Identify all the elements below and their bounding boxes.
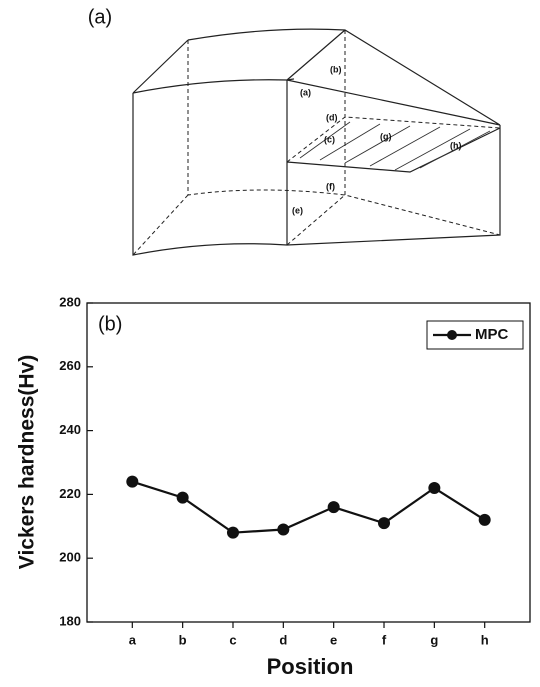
x-tick-label: f <box>382 632 387 647</box>
legend-label: MPC <box>475 326 509 343</box>
y-tick-label: 280 <box>59 294 81 309</box>
annotation: (b) <box>98 313 122 335</box>
point <box>277 523 290 536</box>
box-hidden <box>132 30 501 256</box>
point-label: (h) <box>450 140 462 150</box>
point <box>378 517 391 530</box>
point <box>126 475 139 488</box>
x-tick-label: a <box>129 632 137 647</box>
x-tick-label: g <box>430 632 438 647</box>
diagram-label: (a) <box>88 6 112 28</box>
box-front <box>132 80 501 256</box>
x-axis-label: Position <box>267 654 354 679</box>
y-tick-label: 200 <box>59 550 81 565</box>
diagram: (a) (a) (b) (c) (d) (e) (f) (g) (h) <box>88 6 501 256</box>
y-tick-label: 220 <box>59 486 81 501</box>
point-label: (a) <box>300 87 311 97</box>
point <box>428 482 441 495</box>
legend-marker <box>447 330 457 340</box>
y-tick-label: 240 <box>59 422 81 437</box>
x-tick-label: b <box>179 632 187 647</box>
point <box>226 526 239 539</box>
point-label: (g) <box>380 131 392 141</box>
y-tick-label: 180 <box>59 613 81 628</box>
point-label: (c) <box>324 134 335 144</box>
y-axis-label: Vickers hardness(Hv) <box>16 355 39 569</box>
point-label: (e) <box>292 205 303 215</box>
box-top <box>132 28 501 126</box>
y-tick-label: 260 <box>59 358 81 373</box>
series-line <box>131 480 486 534</box>
x-tick-label: c <box>229 632 236 647</box>
x-tick-label: h <box>481 632 489 647</box>
x-tick-label: e <box>330 632 337 647</box>
hatch <box>299 121 491 171</box>
point-label: (d) <box>326 112 338 122</box>
x-tick-label: d <box>279 632 287 647</box>
point <box>176 491 189 504</box>
point-label: (b) <box>330 64 342 74</box>
point <box>478 513 491 526</box>
plot-frame <box>86 302 531 623</box>
point <box>327 501 340 514</box>
point-label: (f) <box>326 181 335 191</box>
